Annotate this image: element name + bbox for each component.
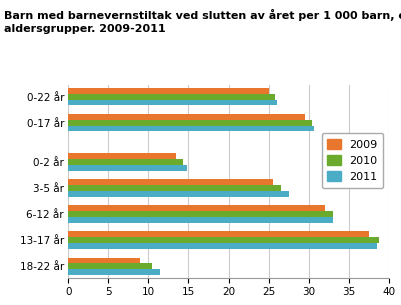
Bar [68, 206, 325, 211]
Bar [68, 114, 305, 120]
Bar [68, 94, 275, 100]
Bar [68, 237, 379, 243]
Bar [68, 257, 140, 263]
Bar [68, 153, 176, 159]
Bar [68, 100, 277, 106]
Bar [68, 263, 152, 269]
Bar [68, 243, 377, 249]
Bar [68, 159, 183, 165]
Bar [68, 120, 312, 126]
Bar [68, 185, 281, 191]
Legend: 2009, 2010, 2011: 2009, 2010, 2011 [322, 133, 383, 188]
Bar [68, 179, 273, 185]
Bar [68, 165, 187, 170]
Bar [68, 231, 369, 237]
Bar [68, 126, 314, 131]
Text: Barn med barnevernstiltak ved slutten av året per 1 000 barn, etter
aldersgruppe: Barn med barnevernstiltak ved slutten av… [4, 9, 401, 34]
Bar [68, 211, 333, 217]
Bar [68, 191, 289, 197]
Bar [68, 217, 333, 223]
Bar [68, 88, 269, 94]
Bar [68, 269, 160, 275]
